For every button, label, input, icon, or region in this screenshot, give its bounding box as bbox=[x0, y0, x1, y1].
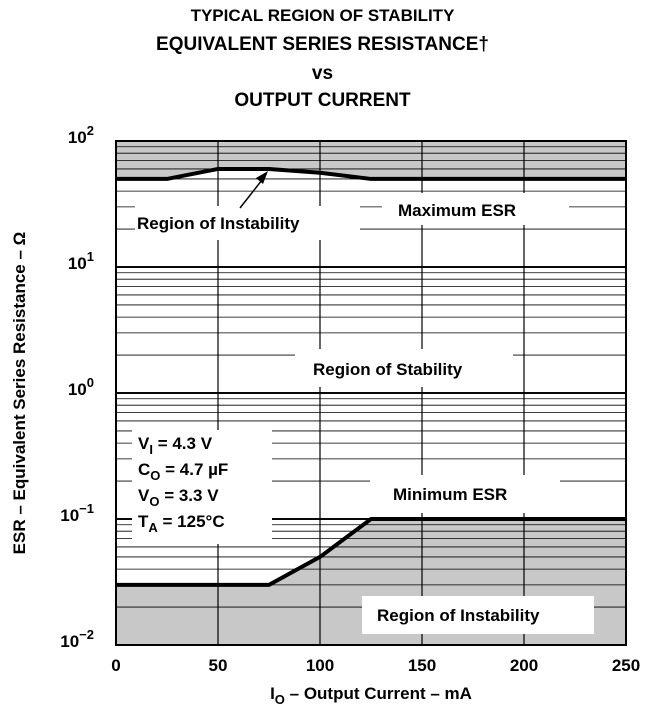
series-lines bbox=[116, 166, 626, 587]
stability-label: Region of Stability bbox=[313, 360, 463, 379]
stability-label-bg bbox=[295, 349, 513, 387]
axis-labels: IO – Output Current – mA ESR – Equivalent… bbox=[10, 232, 472, 707]
min-esr-label-bg bbox=[370, 475, 560, 513]
x-tick-label: 200 bbox=[510, 656, 538, 675]
chart-title-line-2: EQUIVALENT SERIES RESISTANCE† bbox=[156, 34, 489, 55]
upper-instability-label: Region of Instability bbox=[137, 214, 300, 233]
max-esr-label-bg bbox=[382, 193, 569, 225]
x-tick-label: 250 bbox=[612, 656, 640, 675]
chart-title-line-4: OUTPUT CURRENT bbox=[234, 90, 411, 111]
max-esr-label: Maximum ESR bbox=[398, 201, 516, 220]
condition-line: VO = 3.3 V bbox=[138, 486, 219, 509]
x-tick-label: 150 bbox=[408, 656, 436, 675]
upper-instability-region bbox=[116, 141, 626, 179]
max-esr-line bbox=[116, 166, 626, 181]
y-tick-labels: 102 101 100 10−1 10−2 bbox=[60, 123, 94, 651]
upper-instability-label-bg bbox=[135, 206, 360, 240]
y-axis-label: ESR – Equivalent Series Resistance – Ω bbox=[10, 232, 29, 555]
condition-line: CO = 4.7 µF bbox=[138, 460, 228, 483]
x-axis-label: IO – Output Current – mA bbox=[270, 684, 472, 707]
conditions-bg bbox=[132, 430, 272, 544]
y-tick-label: 101 bbox=[68, 249, 94, 273]
condition-line: VI = 4.3 V bbox=[138, 434, 213, 457]
lower-instability-label-bg bbox=[362, 596, 594, 634]
x-tick-label: 100 bbox=[306, 656, 334, 675]
y-tick-label: 10−2 bbox=[60, 627, 94, 651]
y-tick-label: 102 bbox=[68, 123, 94, 147]
chart-title-line-1: TYPICAL REGION OF STABILITY bbox=[190, 6, 455, 25]
y-tick-label: 100 bbox=[68, 375, 94, 399]
annotation-arrow-line bbox=[239, 179, 263, 209]
plot-frame bbox=[115, 140, 627, 646]
x-tick-labels: 0 50 100 150 200 250 bbox=[111, 656, 640, 675]
annotation-arrow-head bbox=[256, 171, 268, 184]
min-esr-line bbox=[116, 517, 626, 587]
annotations: Region of Instability Maximum ESR Region o… bbox=[137, 171, 540, 625]
min-esr-label: Minimum ESR bbox=[393, 485, 507, 504]
y-tick-label: 10−1 bbox=[60, 501, 94, 525]
x-tick-label: 50 bbox=[209, 656, 228, 675]
annotation-backgrounds bbox=[132, 193, 594, 634]
x-tick-label: 0 bbox=[111, 656, 120, 675]
condition-line: TA = 125°C bbox=[138, 512, 225, 535]
lower-instability-label: Region of Instability bbox=[377, 606, 540, 625]
chart-title-line-3: vs bbox=[311, 63, 334, 84]
